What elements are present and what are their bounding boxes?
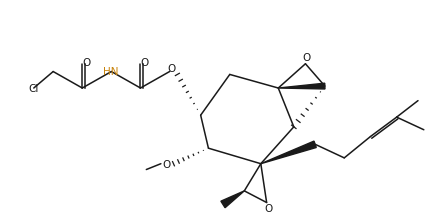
Polygon shape [261, 141, 316, 164]
Text: O: O [302, 53, 310, 63]
Text: O: O [82, 58, 90, 68]
Text: O: O [140, 58, 148, 68]
Text: HN: HN [103, 66, 118, 77]
Text: O: O [265, 204, 273, 214]
Text: O: O [167, 64, 176, 74]
Text: O: O [163, 160, 171, 170]
Polygon shape [221, 191, 244, 208]
Text: Cl: Cl [28, 84, 38, 94]
Polygon shape [278, 83, 325, 89]
